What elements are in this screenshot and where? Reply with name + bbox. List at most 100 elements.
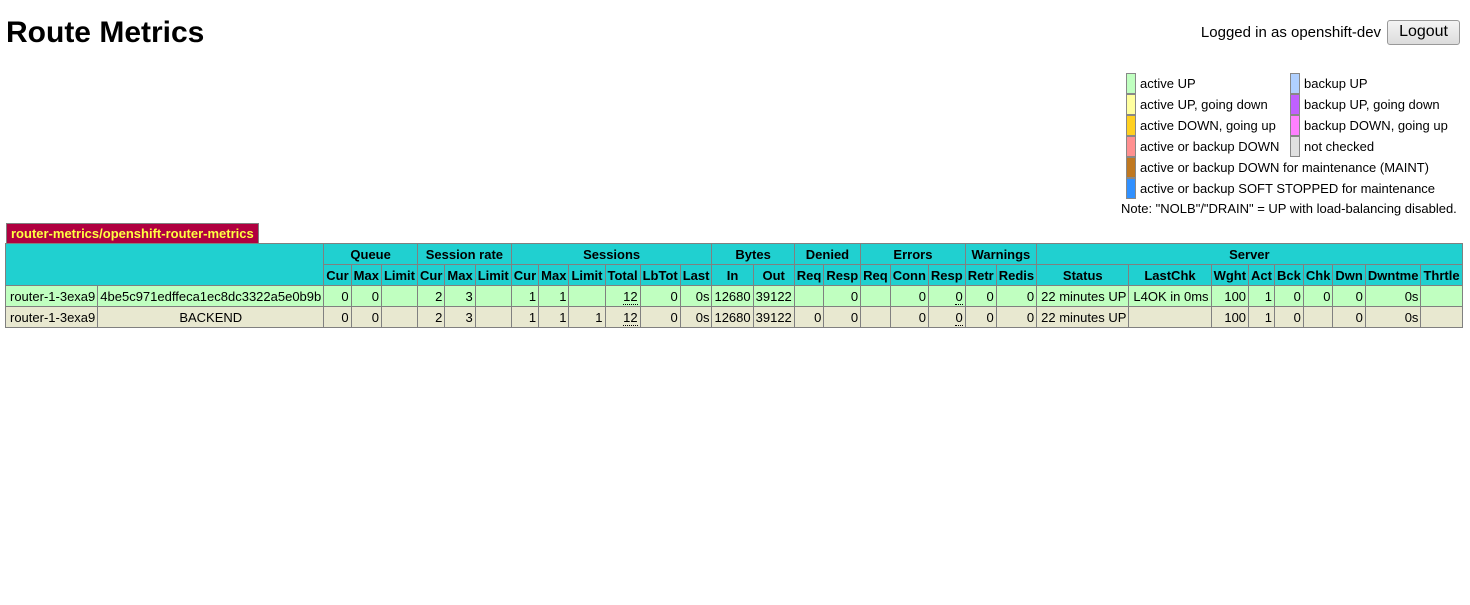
cell-status: 22 minutes UP <box>1036 285 1130 307</box>
cell-req: 0 <box>793 306 825 328</box>
cell-redis: 0 <box>995 285 1038 307</box>
cell-wght: 100 <box>1210 306 1250 328</box>
cell-limit <box>474 285 512 307</box>
column-header-act: Act <box>1248 264 1275 286</box>
legend-item-active-up: active UP <box>1126 73 1290 94</box>
legend-item-active-up-going-down: active UP, going down <box>1126 94 1290 115</box>
legend-swatch <box>1126 178 1136 199</box>
legend-label: active or backup DOWN for maintenance (M… <box>1140 160 1429 175</box>
column-header-max: Max <box>350 264 382 286</box>
legend-label: backup UP, going down <box>1304 97 1440 112</box>
cell-max: 0 <box>350 285 382 307</box>
page-title: Route Metrics <box>6 16 205 49</box>
legend-label: active UP, going down <box>1140 97 1268 112</box>
server-name-cell[interactable]: router-1-3exa9 <box>4 285 99 307</box>
cell-dwntme: 0s <box>1364 306 1422 328</box>
login-area: Logged in as openshift-dev Logout <box>1201 20 1460 45</box>
cell-resp: 0 <box>823 285 862 307</box>
column-header-dwn: Dwn <box>1332 264 1366 286</box>
cell-conn: 0 <box>889 285 929 307</box>
name-header <box>4 243 325 286</box>
status-legend: active UP backup UP active UP, going down b… <box>1126 73 1460 199</box>
group-header-server: Server <box>1036 243 1463 265</box>
stats-table: Queue Session rate Sessions Bytes Denied Erro… <box>4 243 1463 328</box>
group-header-bytes: Bytes <box>711 243 795 265</box>
cell-limit <box>568 285 606 307</box>
cell-retr: 0 <box>964 285 997 307</box>
legend-label: active or backup DOWN <box>1140 139 1280 154</box>
column-header-row: Cur Max Limit Cur Max Limit Cur Max Limit Total Lb… <box>6 264 1463 286</box>
cell-in: 12680 <box>711 306 754 328</box>
proxy-name-label[interactable]: router-metrics/openshift-router-metrics <box>6 223 259 246</box>
cell-max: 3 <box>444 306 476 328</box>
cell-resp: 0 <box>823 306 862 328</box>
cell-retr: 0 <box>964 306 997 328</box>
cell-max: 3 <box>444 285 476 307</box>
legend-swatch <box>1290 94 1300 115</box>
legend-label: backup DOWN, going up <box>1304 118 1448 133</box>
column-header-conn: Conn <box>889 264 929 286</box>
column-header-redis: Redis <box>995 264 1038 286</box>
legend-item-active-down-going-up: active DOWN, going up <box>1126 115 1290 136</box>
column-header-limit: Limit <box>474 264 512 286</box>
legend-swatch <box>1290 73 1300 94</box>
cell-cur: 2 <box>416 306 446 328</box>
column-header-last: Last <box>679 264 713 286</box>
legend-swatch <box>1126 94 1136 115</box>
cell-wght: 100 <box>1210 285 1250 307</box>
legend-swatch <box>1126 157 1136 178</box>
legend-swatch <box>1126 73 1136 94</box>
group-header-session-rate: Session rate <box>417 243 512 265</box>
column-header-retr: Retr <box>964 264 997 286</box>
cell-cur: 0 <box>323 306 352 328</box>
column-header-wght: Wght <box>1210 264 1250 286</box>
cell-out: 39122 <box>752 285 795 307</box>
group-header-errors: Errors <box>860 243 966 265</box>
cell-limit <box>380 285 419 307</box>
cell-act: 1 <box>1248 306 1275 328</box>
column-header-bck: Bck <box>1274 264 1304 286</box>
logout-button[interactable]: Logout <box>1387 20 1460 45</box>
cell-limit <box>380 306 419 328</box>
cell-max: 1 <box>538 306 570 328</box>
cell-lbtot: 0 <box>639 306 681 328</box>
cell-last: 0s <box>679 285 713 307</box>
cell-max: 1 <box>538 285 570 307</box>
cell-req <box>860 285 891 307</box>
cell-bck: 0 <box>1274 306 1304 328</box>
column-header-resp: Resp <box>823 264 862 286</box>
server-id-cell: BACKEND <box>97 306 325 328</box>
column-header-req: Req <box>793 264 825 286</box>
column-header-max: Max <box>538 264 570 286</box>
cell-cur: 2 <box>416 285 446 307</box>
column-header-dwntme: Dwntme <box>1364 264 1422 286</box>
cell-out: 39122 <box>752 306 795 328</box>
column-header-limit: Limit <box>568 264 606 286</box>
legend-item-backup-up-going-down: backup UP, going down <box>1290 94 1460 115</box>
legend-item-active-or-backup-soft-stopped-for-maintenance: active or backup SOFT STOPPED for mainte… <box>1126 178 1460 199</box>
column-header-in: In <box>711 264 754 286</box>
legend-swatch <box>1290 115 1300 136</box>
cell-total: 12 <box>604 306 641 328</box>
column-header-chk: Chk <box>1302 264 1334 286</box>
column-header-thrtle: Thrtle <box>1420 264 1463 286</box>
cell-max: 0 <box>350 306 382 328</box>
server-name-cell[interactable]: router-1-3exa9 <box>4 306 99 328</box>
column-header-lbtot: LbTot <box>639 264 681 286</box>
group-header-sessions: Sessions <box>510 243 713 265</box>
legend-item-active-or-backup-down-for-maintenance-maint: active or backup DOWN for maintenance (M… <box>1126 157 1460 178</box>
cell-dwn: 0 <box>1332 285 1366 307</box>
column-header-resp: Resp <box>927 264 966 286</box>
legend-item-backup-down-going-up: backup DOWN, going up <box>1290 115 1460 136</box>
server-row: router-1-3exa9 4be5c971edffeca1ec8dc3322a… <box>4 285 1463 307</box>
group-header-queue: Queue <box>323 243 418 265</box>
cell-limit: 1 <box>568 306 606 328</box>
group-header-denied: Denied <box>793 243 862 265</box>
cell-lastchk <box>1128 306 1212 328</box>
cell-cur: 1 <box>510 306 540 328</box>
cell-req <box>860 306 891 328</box>
column-header-status: Status <box>1036 264 1130 286</box>
cell-lastchk: L4OK in 0ms <box>1128 285 1212 307</box>
legend-label: backup UP <box>1304 76 1368 91</box>
cell-cur: 0 <box>323 285 352 307</box>
